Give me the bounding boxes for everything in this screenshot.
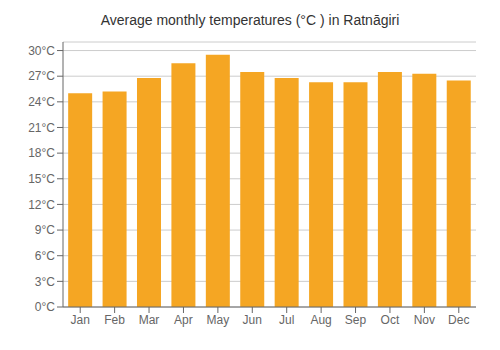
svg-text:May: May — [207, 313, 230, 327]
svg-text:30°C: 30°C — [28, 44, 55, 58]
svg-text:15°C: 15°C — [28, 172, 55, 186]
svg-text:Aug: Aug — [310, 313, 331, 327]
svg-text:Mar: Mar — [139, 313, 160, 327]
svg-text:18°C: 18°C — [28, 146, 55, 160]
html-text:Average monthly temperatures (: Average monthly temperatures (°C ) in Ra… — [100, 12, 400, 28]
svg-text:Nov: Nov — [414, 313, 435, 327]
svg-text:24°C: 24°C — [28, 95, 55, 109]
svg-text:Feb: Feb — [104, 313, 125, 327]
svg-text:3°C: 3°C — [35, 275, 55, 289]
svg-text:9°C: 9°C — [35, 223, 55, 237]
svg-text:27°C: 27°C — [28, 69, 55, 83]
svg-text:Jun: Jun — [243, 313, 262, 327]
svg-text:6°C: 6°C — [35, 249, 55, 263]
svg-text:12°C: 12°C — [28, 198, 55, 212]
svg-text:21°C: 21°C — [28, 121, 55, 135]
svg-text:Oct: Oct — [381, 313, 400, 327]
svg-text:Sep: Sep — [345, 313, 367, 327]
svg-text:Jan: Jan — [71, 313, 90, 327]
svg-text:Apr: Apr — [174, 313, 193, 327]
svg-text:Jul: Jul — [279, 313, 294, 327]
svg-text:0°C: 0°C — [35, 300, 55, 314]
svg-text:Dec: Dec — [448, 313, 469, 327]
